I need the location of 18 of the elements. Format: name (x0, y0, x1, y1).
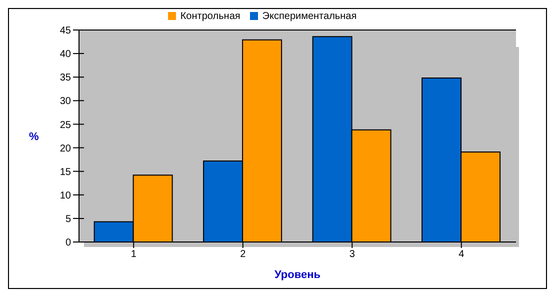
y-tick-label: 45 (60, 26, 72, 37)
y-tick-label: 15 (60, 166, 72, 178)
y-tick-label: 10 (60, 190, 72, 202)
legend-label: Экспериментальная (262, 11, 357, 22)
y-tick-label: 25 (60, 120, 72, 131)
y-tick-label: 40 (60, 49, 72, 60)
y-tick-label: 35 (60, 72, 72, 84)
x-axis-title: Уровень (274, 269, 321, 281)
x-tick-label: 3 (349, 249, 356, 260)
legend-label: Контрольная (180, 11, 240, 22)
y-tick-label: 5 (65, 214, 72, 225)
y-tick-label: 30 (60, 96, 72, 108)
y-tick-label: 0 (65, 238, 72, 249)
y-axis-title: % (29, 130, 39, 143)
x-tick-label: 2 (240, 249, 246, 260)
y-tick-label: 20 (60, 143, 72, 154)
x-tick-label: 4 (458, 249, 465, 260)
x-tick-label: 1 (130, 249, 137, 260)
